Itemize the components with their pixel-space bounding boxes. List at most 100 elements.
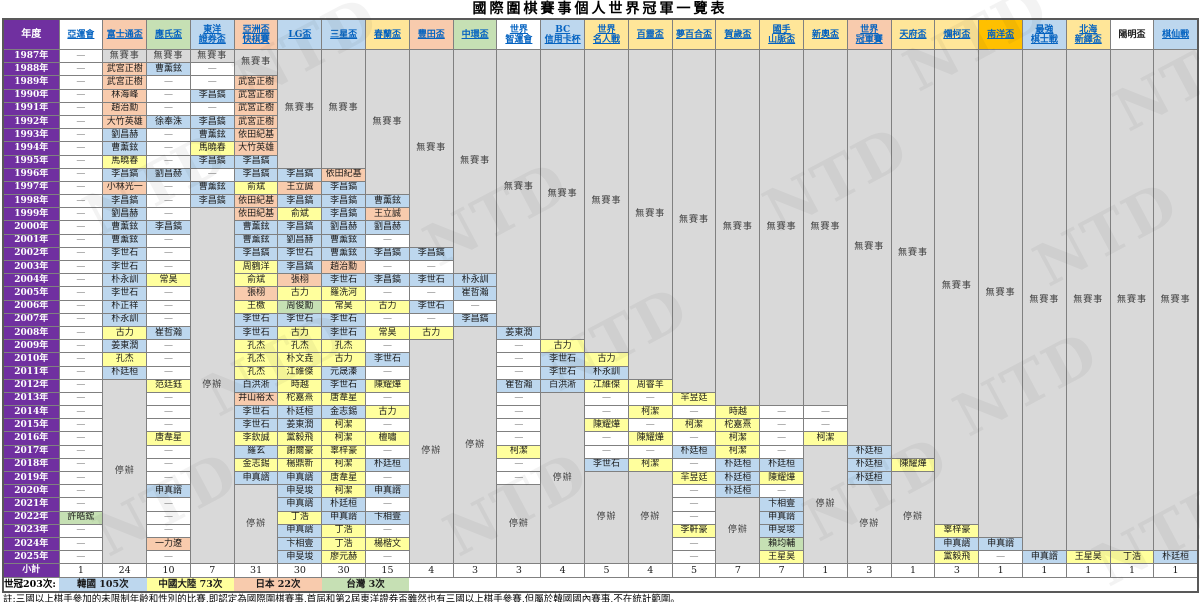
winner-cell-asia-tv-1991: 武宮正樹 <box>233 101 279 116</box>
column-header-lg[interactable]: LG盃 <box>277 18 323 50</box>
no-edition-cell: — <box>496 405 542 420</box>
winner-cell-masters-2010: 古力 <box>584 352 629 367</box>
winner-cell-asia-tv-2002: 李昌鎬 <box>233 246 279 262</box>
winner-cell-guksu-2024: 賴均輔 <box>759 536 805 552</box>
winner-cell-asia-tv-1996: 李昌鎬 <box>233 167 279 182</box>
column-header-beihai[interactable]: 北海 新繹盃 <box>1065 18 1111 50</box>
column-header-samsung[interactable]: 三星盃 <box>321 18 367 50</box>
winner-cell-lg-2024: 卞相壹 <box>277 536 323 552</box>
winner-cell-samsung-2007: 李世石 <box>321 312 367 327</box>
winner-cell-asia-tv-1989: 武宮正樹 <box>233 75 279 90</box>
winner-cell-ing-2016: 唐韋星 <box>146 431 191 446</box>
winner-cell-samsung-2020: 柯潔 <box>321 484 367 499</box>
column-header-tongyang[interactable]: 東洋 證券盃 <box>189 18 235 50</box>
column-header-chunlan[interactable]: 春蘭盃 <box>365 18 410 50</box>
column-header-asiad[interactable]: 亞運會 <box>58 18 104 50</box>
winner-cell-mind-games-2008: 姜東潤 <box>496 325 542 341</box>
subtotal-mlily: 5 <box>671 563 717 578</box>
champions-table: 年度 亞運會 富士通盃 應氏盃 東洋 證券盃 亞洲盃 快棋賽 LG盃 三星盃 春蘭盃 豐田盃 中環盃 世界… <box>2 18 1199 593</box>
subtotal-guksu: 7 <box>759 563 805 578</box>
column-header-lanke[interactable]: 爛柯盃 <box>934 18 980 50</box>
winner-cell-asia-tv-2007: 李世石 <box>233 312 279 327</box>
summary-row: 世冠203次: 韓國 105次 中國大陸 73次 日本 22次 台灣 3次 <box>3 577 1198 592</box>
no-edition-cell: — <box>189 75 235 90</box>
subtotal-wgc: 3 <box>846 563 892 578</box>
winner-cell-tongyang-1990: 李昌鎬 <box>189 88 235 103</box>
year-label: 1996年 <box>2 167 60 182</box>
summary-band-cn: 中國大陸 73次 <box>146 577 235 592</box>
no-edition-cell: — <box>627 444 673 459</box>
no-edition-cell: — <box>803 418 848 433</box>
table-row: 2022年 許皓鋐 — 丁浩 申真諝 卞相壹 — 申真諝 <box>2 510 1198 525</box>
no-edition-cell: — <box>58 523 104 538</box>
winner-cell-lg-2021: 申真諝 <box>277 497 323 512</box>
table-row: 2012年 — 停辦 范廷鈺 白洪淅 時越 李世石 陳耀燁 崔哲瀚 白洪淅 江維傑 周睿羊 <box>2 378 1198 565</box>
winner-cell-lg-1997: 王立誠 <box>277 180 323 196</box>
column-header-xinao[interactable]: 新奧盃 <box>803 18 848 50</box>
no-edition-cell: — <box>189 167 235 182</box>
winner-cell-toyota-2008: 古力 <box>408 325 454 341</box>
winner-cell-samsung-2013: 唐韋星 <box>321 391 367 407</box>
winner-cell-lg-1996: 李昌鎬 <box>277 167 323 182</box>
column-header-masters[interactable]: 世界 名人戰 <box>584 18 629 50</box>
winner-cell-asia-tv-2000: 曹薰鉉 <box>233 220 279 235</box>
column-header-label: 世界 名人戰 <box>592 24 620 45</box>
winner-cell-fujitsu-2002: 李世石 <box>102 246 148 262</box>
no-edition-cell: — <box>408 259 454 275</box>
winner-cell-fujitsu-2009: 姜東潤 <box>102 339 148 354</box>
column-header-qixian[interactable]: 棋仙戰 <box>1153 18 1199 50</box>
column-header-zhonghuan[interactable]: 中環盃 <box>452 18 498 50</box>
no-edition-cell: — <box>58 180 104 196</box>
winner-cell-ing-1988: 曹薰鉉 <box>146 62 191 77</box>
closed-cell-bc-card: 無賽事 <box>540 48 586 341</box>
winner-cell-chunlan-2008: 常昊 <box>365 325 410 341</box>
column-header-bailing[interactable]: 百靈盃 <box>627 18 673 50</box>
column-header-nanyang[interactable]: 南洋盃 <box>978 18 1024 50</box>
winner-cell-fujitsu-1989: 武宮正樹 <box>102 75 148 90</box>
winner-cell-lg-2006: 周俊勳 <box>277 299 323 314</box>
column-header-tianfu[interactable]: 天府盃 <box>890 18 936 50</box>
no-edition-cell: — <box>58 378 104 393</box>
no-edition-cell: — <box>58 101 104 116</box>
summary-band-jp: 日本 22次 <box>234 577 322 592</box>
winner-cell-bailing-2018: 柯潔 <box>627 457 673 473</box>
winner-cell-fujitsu-1992: 大竹英雄 <box>102 114 148 130</box>
column-header-asia-tv[interactable]: 亞洲盃 快棋賽 <box>233 18 279 50</box>
winner-cell-asia-tv-2009: 孔杰 <box>233 339 279 354</box>
winner-cell-samsung-2011: 元晟溱 <box>321 365 367 380</box>
column-header-ing[interactable]: 應氏盃 <box>146 18 191 50</box>
column-header-mind-games[interactable]: 世界 智運會 <box>496 18 542 50</box>
column-header-hexie[interactable]: 賀歲盃 <box>715 18 761 50</box>
winner-cell-asia-tv-2014: 李世石 <box>233 405 279 420</box>
winner-cell-lg-2012: 時越 <box>277 378 323 393</box>
no-edition-cell: — <box>671 510 717 525</box>
column-header-bc-card[interactable]: BC 信用卡杯 <box>540 18 586 50</box>
closed-cell-masters: 無賽事 <box>584 48 629 354</box>
column-header-wgc[interactable]: 世界 冠軍賽 <box>846 18 892 50</box>
winner-cell-toyota-2006: 李世石 <box>408 299 454 314</box>
column-header-fujitsu[interactable]: 富士通盃 <box>102 18 148 50</box>
subtotal-nanyang: 1 <box>978 563 1024 578</box>
table-row: 1988年 — 武宮正樹 曹薰鉉 — <box>2 62 1198 77</box>
winner-cell-guksu-2019: 陳耀燁 <box>759 470 805 486</box>
no-edition-cell: — <box>189 62 235 77</box>
page-title: 國際圍棋賽事個人世界冠軍一覽表 <box>472 1 728 17</box>
column-header-toyota[interactable]: 豐田盃 <box>408 18 454 50</box>
no-edition-cell: — <box>365 339 410 354</box>
winner-cell-lg-2013: 柁嘉熹 <box>277 391 323 407</box>
year-label: 1987年 <box>2 48 60 64</box>
winner-cell-lg-2001: 劉昌赫 <box>277 233 323 248</box>
no-edition-cell: — <box>146 286 191 301</box>
no-edition-cell: — <box>146 405 191 420</box>
column-header-choegang[interactable]: 最強 棋士戰 <box>1022 18 1067 50</box>
no-edition-cell: — <box>146 444 191 459</box>
winner-cell-fujitsu-2011: 朴廷桓 <box>102 365 148 380</box>
winner-cell-asia-tv-2011: 孔杰 <box>233 365 279 380</box>
column-header-guksu[interactable]: 國手 山脈盃 <box>759 18 805 50</box>
column-header-label: 亞運會 <box>67 29 95 40</box>
closed-cell-asia-tv: 停辦 <box>233 484 279 565</box>
no-edition-cell: — <box>146 194 191 209</box>
column-header-mlily[interactable]: 夢百合盃 <box>671 18 717 50</box>
no-edition-cell: — <box>365 523 410 538</box>
no-edition-cell: — <box>58 62 104 77</box>
